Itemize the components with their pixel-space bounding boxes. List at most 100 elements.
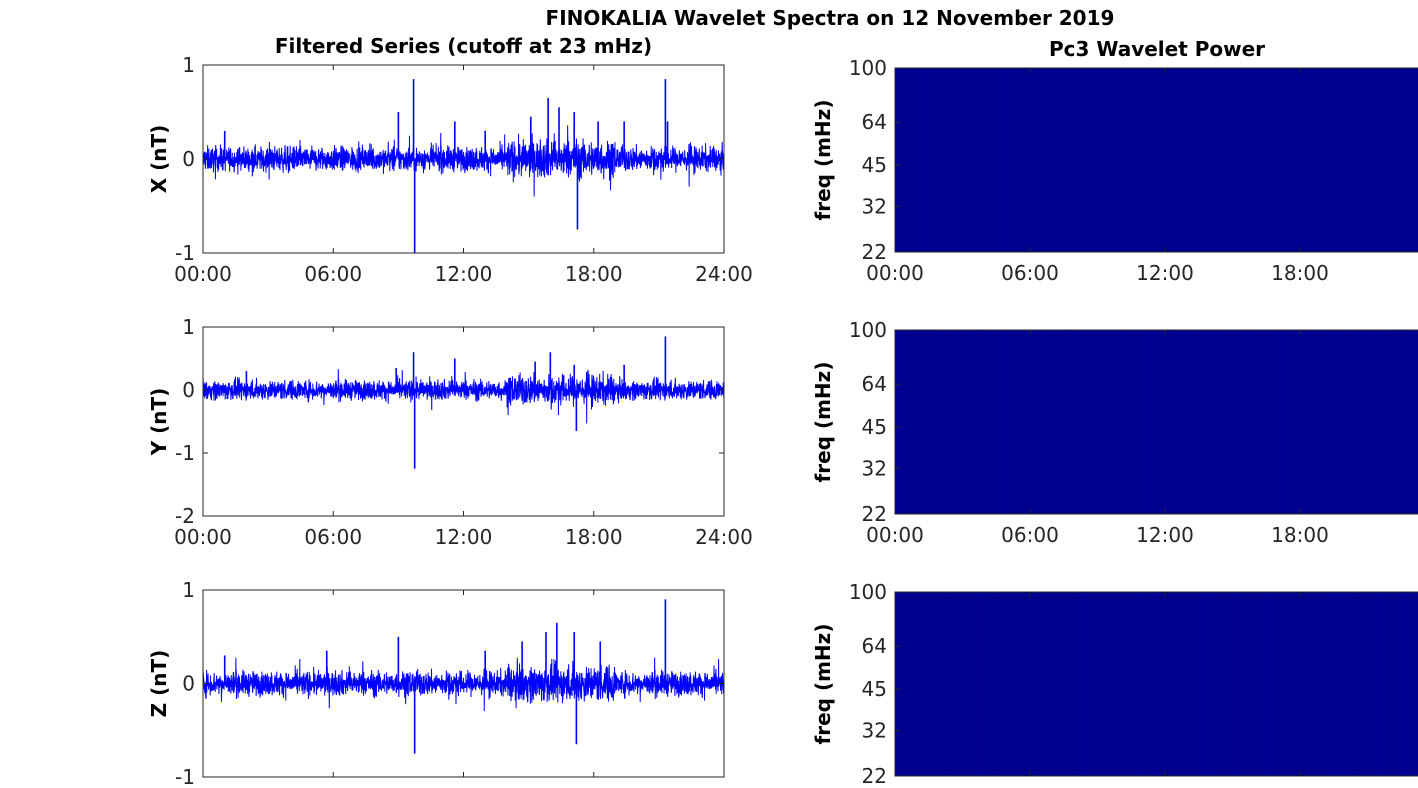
power-cell — [1400, 592, 1403, 776]
power-cell — [1263, 68, 1267, 252]
power-cell — [1149, 330, 1151, 514]
power-cell — [1320, 68, 1323, 252]
power-cell — [1003, 68, 1006, 252]
power-cell — [1026, 330, 1029, 514]
y-tick-label: 100 — [849, 580, 887, 604]
power-cell — [1270, 592, 1273, 776]
power-cell — [1000, 330, 1003, 514]
power-cell — [1305, 330, 1307, 514]
power-cell — [1317, 68, 1320, 252]
power-cell — [1352, 592, 1355, 776]
x-tick-label: 06:00 — [1001, 523, 1059, 547]
power-cell — [976, 68, 979, 252]
power-cell — [1353, 68, 1356, 252]
power-cell — [921, 68, 924, 252]
x-tick-label: 18:00 — [1271, 523, 1329, 547]
power-cell — [1219, 330, 1221, 514]
power-cell — [1066, 330, 1070, 514]
y-tick-label: 1 — [182, 53, 195, 77]
y-tick-label: 32 — [862, 194, 887, 218]
power-cell — [1281, 330, 1284, 514]
power-cell — [1337, 592, 1340, 776]
power-cell — [1156, 592, 1160, 776]
power-cell — [1301, 330, 1304, 514]
y-axis-label-y: Y (nT) — [147, 388, 171, 457]
power-cell — [1147, 330, 1150, 514]
power-cell — [1152, 330, 1154, 514]
power-cell — [990, 68, 993, 252]
y-tick-label: 0 — [182, 378, 195, 402]
power-cell — [1199, 68, 1203, 252]
x-tick-label: 18:00 — [565, 262, 623, 286]
power-cell — [1083, 592, 1086, 776]
power-cell — [976, 592, 980, 776]
power-cell — [1199, 592, 1203, 776]
power-cell — [1201, 330, 1204, 514]
y-axis-label-x: X (nT) — [147, 125, 171, 194]
power-cell — [1213, 330, 1216, 514]
power-cell — [1108, 68, 1111, 252]
power-cell — [1349, 592, 1352, 776]
power-cell — [897, 330, 900, 514]
power-cell — [1399, 330, 1402, 514]
power-cell — [1064, 68, 1067, 252]
x-tick-label: 18:00 — [1271, 261, 1329, 285]
power-cell — [1394, 330, 1397, 514]
power-cell — [1150, 68, 1152, 252]
power-cell — [1036, 68, 1038, 252]
power-cell — [929, 68, 932, 252]
y-tick-label: 1 — [182, 315, 195, 339]
y-tick-label: 22 — [862, 764, 887, 788]
y-tick-label: 1 — [182, 578, 195, 602]
power-cell — [1080, 592, 1083, 776]
power-cell — [1228, 330, 1230, 514]
y-tick-label: 100 — [849, 56, 887, 80]
power-cell — [1148, 330, 1152, 514]
power-cell — [1201, 330, 1205, 514]
power-map-pz — [895, 592, 1418, 776]
power-cell — [919, 68, 922, 252]
power-cell — [1199, 592, 1202, 776]
x-tick-label: 00:00 — [174, 525, 232, 549]
y-tick-label: -2 — [175, 504, 195, 528]
power-cell — [1164, 592, 1166, 776]
series-trace-z — [202, 657, 725, 712]
power-cell — [1216, 330, 1218, 514]
y-tick-label: -1 — [175, 241, 195, 265]
power-cell — [1073, 330, 1076, 514]
power-cell — [897, 330, 899, 514]
power-cell — [1369, 68, 1373, 252]
power-cell — [974, 330, 978, 514]
power-cell — [1327, 592, 1330, 776]
figure-title: FINOKALIA Wavelet Spectra on 12 November… — [546, 6, 1115, 30]
power-cell — [1371, 330, 1375, 514]
y-axis-label-z: Z (nT) — [147, 650, 171, 718]
power-cell — [1307, 592, 1310, 776]
power-cell — [1153, 592, 1155, 776]
power-cell — [1340, 592, 1343, 776]
y-axis-label-px: freq (mHz) — [811, 100, 835, 221]
power-cell — [1208, 592, 1212, 776]
power-cell — [1233, 592, 1237, 776]
power-cell — [924, 592, 926, 776]
power-cell — [925, 330, 928, 514]
power-cell — [1105, 68, 1107, 252]
power-cell — [1300, 330, 1304, 514]
power-cell — [1270, 592, 1272, 776]
power-cell — [1001, 330, 1005, 514]
x-tick-label: 24:00 — [695, 262, 753, 286]
y-tick-label: 64 — [862, 372, 887, 396]
x-tick-label: 06:00 — [1001, 261, 1059, 285]
x-tick-label: 12:00 — [1136, 261, 1194, 285]
power-cell — [1164, 330, 1167, 514]
power-cell — [1336, 68, 1340, 252]
power-cell — [1175, 68, 1179, 252]
y-tick-label: 32 — [862, 718, 887, 742]
power-cell — [1173, 330, 1177, 514]
power-cell — [1176, 330, 1179, 514]
x-tick-label: 12:00 — [435, 525, 493, 549]
power-cell — [1252, 68, 1255, 252]
power-cell — [1404, 592, 1408, 776]
power-cell — [1071, 68, 1073, 252]
power-cell — [984, 330, 986, 514]
